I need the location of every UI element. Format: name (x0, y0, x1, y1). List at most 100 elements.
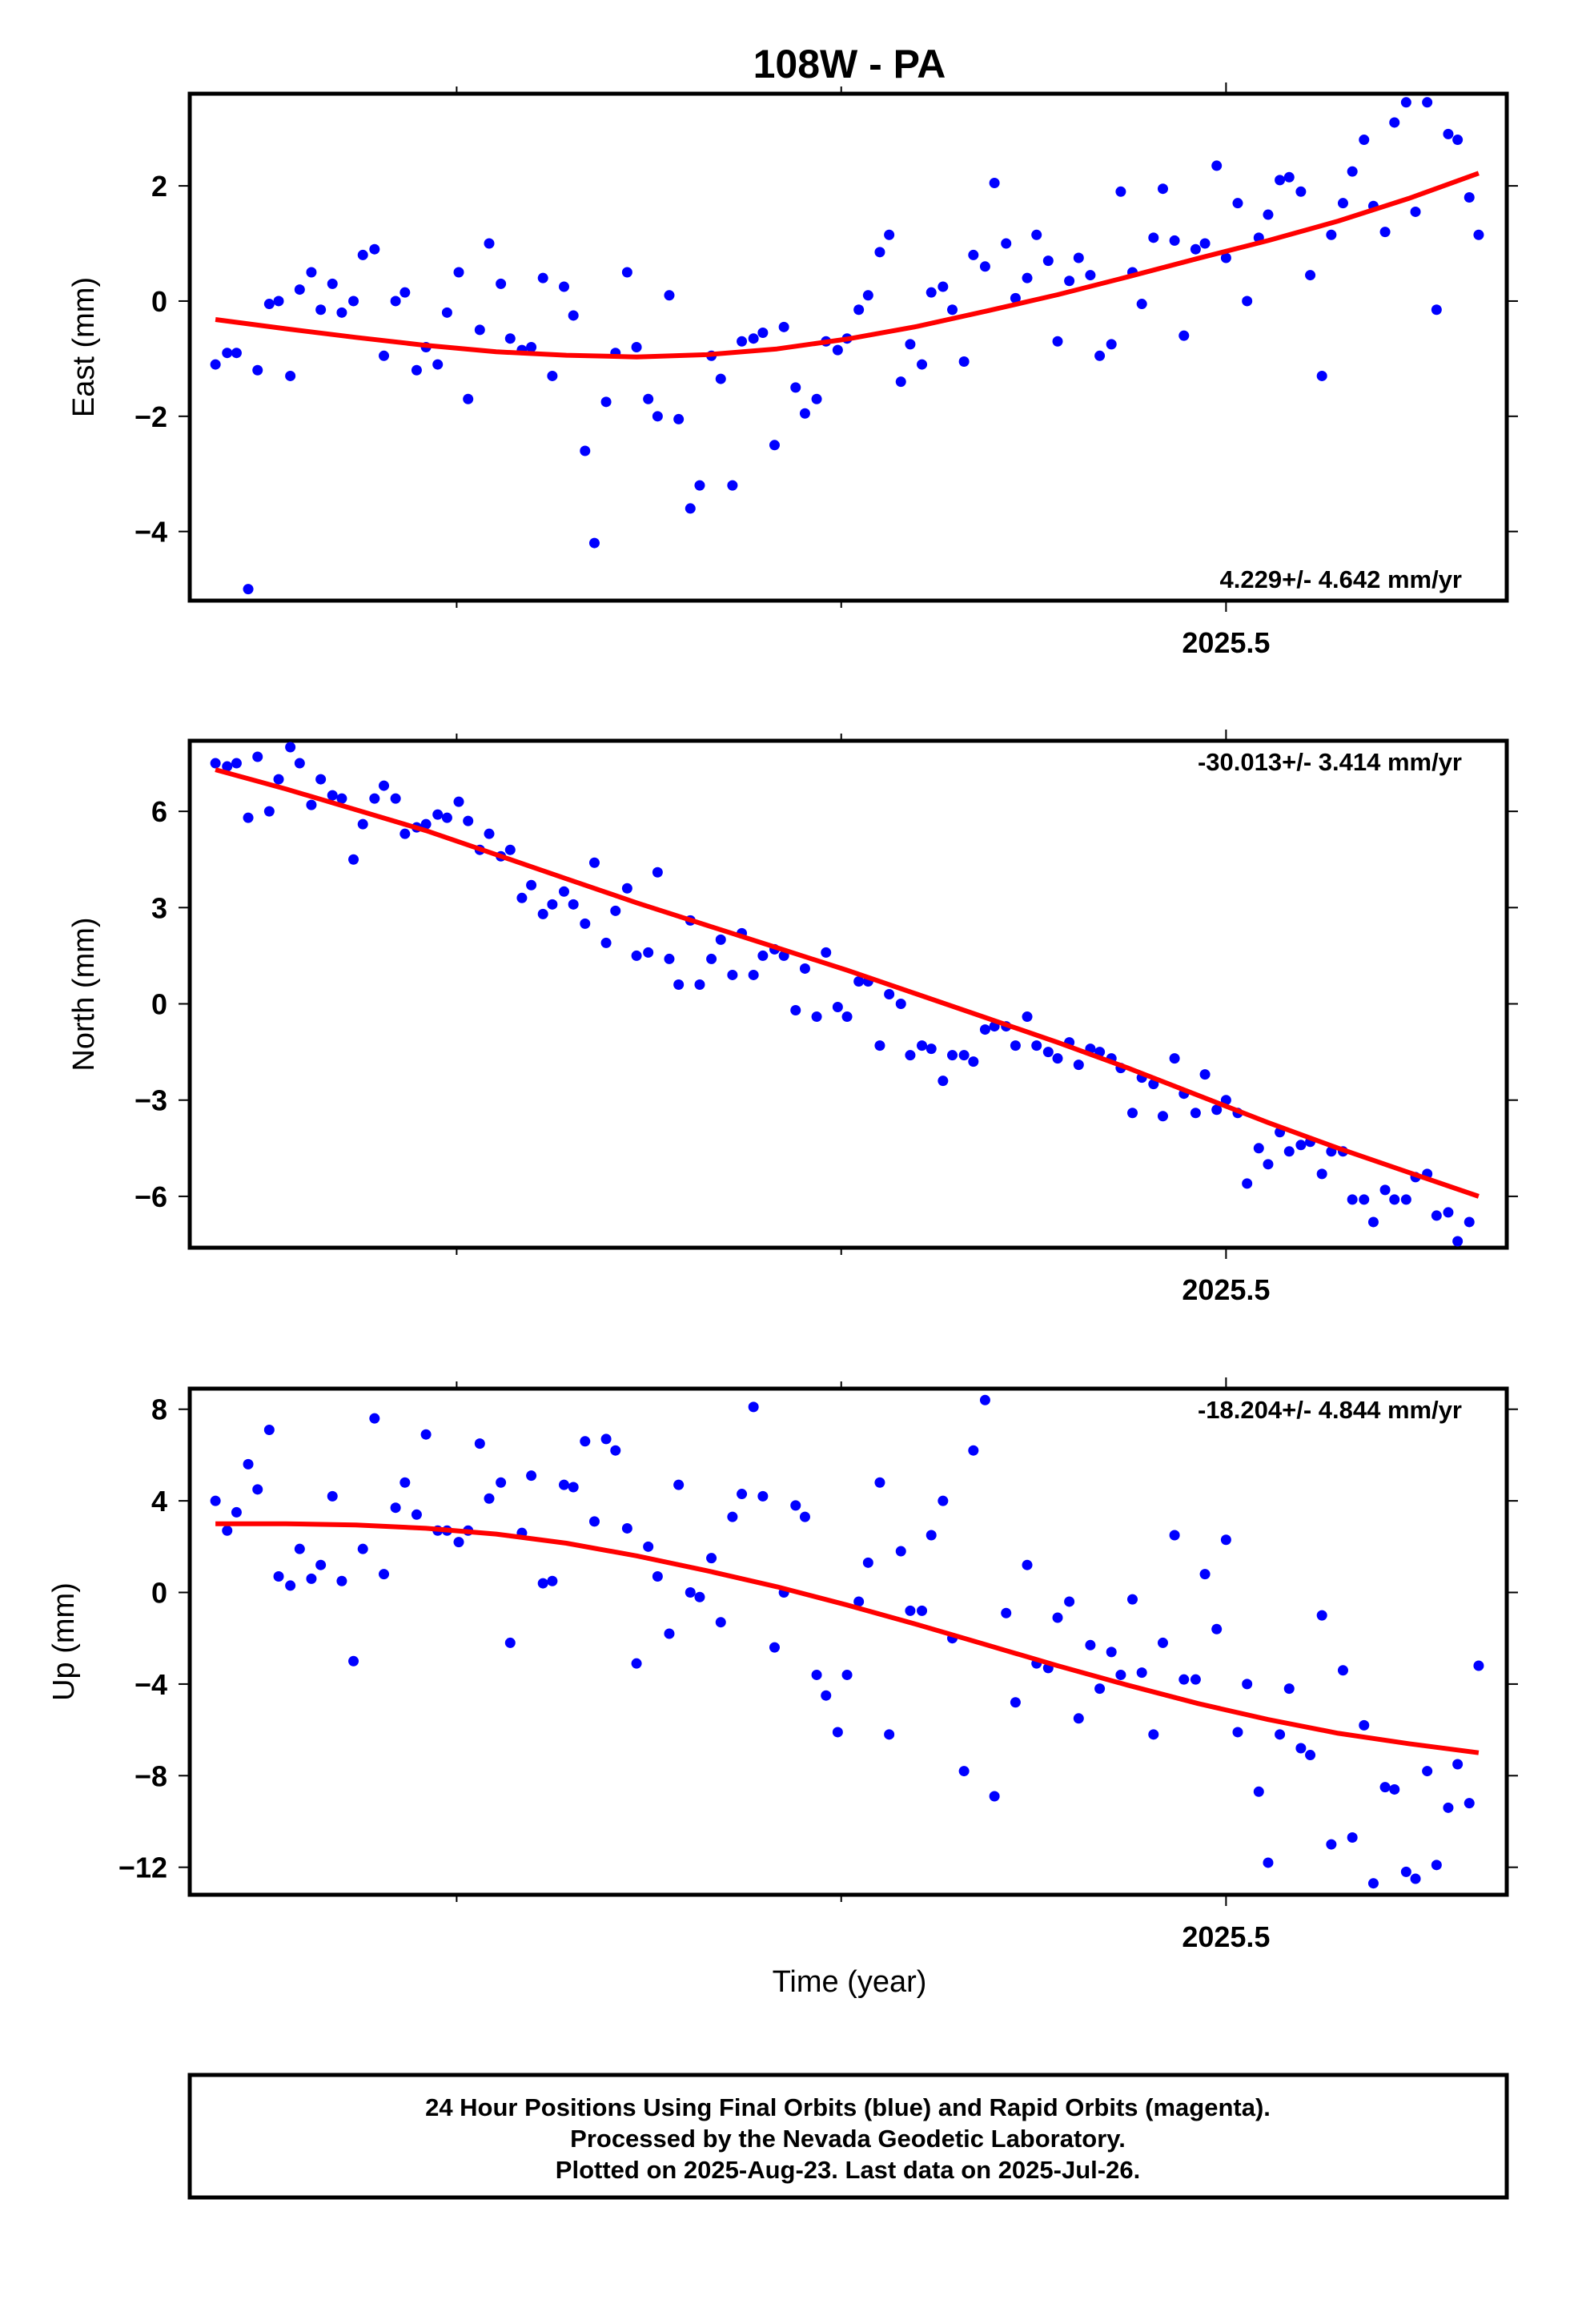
up-data-point (243, 1458, 254, 1470)
east-data-point (1022, 272, 1033, 283)
caption-line-1: 24 Hour Positions Using Final Orbits (bl… (425, 2093, 1271, 2121)
up-data-point (1106, 1647, 1117, 1658)
east-data-point (905, 339, 916, 350)
up-data-point (917, 1605, 928, 1616)
north-data-point (231, 758, 242, 769)
north-plot-frame (187, 738, 1509, 1250)
up-data-point (285, 1580, 296, 1591)
up-data-point (821, 1690, 832, 1701)
up-data-point (685, 1587, 696, 1598)
east-data-point (453, 267, 464, 278)
x-axis-label: Time (year) (773, 1965, 927, 1999)
east-data-point (1031, 229, 1042, 240)
north-data-point (917, 1040, 928, 1051)
north-data-point (463, 815, 474, 826)
east-data-point (1337, 198, 1348, 209)
up-data-point (1379, 1782, 1391, 1793)
east-data-point (1410, 206, 1421, 217)
up-y-axis-label: Up (mm) (47, 1582, 81, 1701)
north-data-point (294, 758, 305, 769)
up-data-point (769, 1642, 780, 1653)
up-data-point (1022, 1559, 1033, 1570)
east-data-point (273, 296, 284, 307)
up-data-point (357, 1543, 368, 1554)
up-data-point (1295, 1743, 1307, 1754)
east-data-point (694, 480, 705, 491)
north-data-point (790, 1005, 801, 1016)
east-data-point (463, 393, 474, 404)
north-data-point (357, 818, 368, 830)
east-data-point (643, 393, 654, 404)
up-data-point (874, 1477, 885, 1488)
east-data-point (1431, 304, 1442, 316)
up-data-point (737, 1489, 748, 1500)
east-data-point (621, 267, 632, 278)
up-data-point (1242, 1679, 1253, 1690)
east-data-point (1400, 97, 1411, 108)
north-data-point (1400, 1194, 1411, 1205)
up-data-point (1263, 1857, 1274, 1868)
east-data-point (1042, 255, 1054, 267)
east-data-point (1220, 252, 1231, 263)
up-data-point (327, 1490, 338, 1502)
north-data-point (222, 761, 233, 772)
north-data-point (1431, 1210, 1442, 1221)
chart-title: 108W - PA (753, 42, 946, 86)
east-plot-frame (187, 91, 1509, 603)
north-data-point (1452, 1236, 1464, 1247)
up-plot-area (210, 1394, 1484, 1889)
up-data-point (1326, 1839, 1337, 1850)
north-data-point (643, 947, 654, 958)
east-data-point (1211, 160, 1223, 171)
up-data-point (706, 1553, 717, 1564)
north-rate-label: -30.013+/- 3.414 mm/yr (1198, 748, 1462, 776)
up-data-point (1127, 1594, 1138, 1605)
east-data-point (547, 370, 558, 381)
north-data-point (621, 883, 632, 894)
east-fit-line (215, 171, 1480, 360)
up-data-point (484, 1493, 495, 1504)
east-data-point (769, 440, 780, 451)
up-data-point (652, 1570, 663, 1582)
up-data-point (1452, 1759, 1464, 1770)
caption-frame (187, 2073, 1509, 2200)
north-data-point (1199, 1069, 1211, 1080)
up-data-point (1410, 1873, 1421, 1884)
north-data-point (947, 1050, 958, 1061)
up-data-point (968, 1445, 979, 1456)
north-data-point (811, 1011, 822, 1023)
up-data-point (1094, 1683, 1106, 1695)
up-data-point (853, 1596, 865, 1607)
east-data-point (252, 364, 263, 376)
east-ytick-label: 0 (151, 285, 167, 318)
east-data-point (537, 272, 548, 283)
north-data-point (968, 1056, 979, 1068)
up-data-point (420, 1429, 432, 1440)
up-data-point (1001, 1607, 1012, 1618)
up-data-point (1136, 1667, 1147, 1679)
up-data-point (1347, 1832, 1358, 1844)
up-data-point (600, 1433, 612, 1445)
up-data-point (862, 1557, 873, 1568)
east-data-point (306, 267, 317, 278)
east-data-point (1178, 330, 1190, 341)
up-plot-frame (187, 1386, 1509, 1897)
east-data-point (652, 411, 663, 422)
up-data-point (294, 1543, 305, 1554)
east-ytick-label: −2 (135, 400, 167, 433)
east-data-point (1001, 238, 1012, 249)
up-data-point (1283, 1683, 1295, 1695)
north-data-point (884, 989, 895, 999)
east-data-point (1473, 229, 1484, 240)
east-data-point (1283, 171, 1295, 183)
north-data-point (558, 886, 569, 897)
east-data-point (1389, 117, 1400, 128)
north-data-point (369, 793, 380, 804)
north-data-point (895, 999, 906, 1010)
north-data-point (874, 1040, 885, 1051)
up-data-point (1464, 1798, 1475, 1809)
up-ytick-label: 4 (151, 1485, 167, 1518)
up-data-point (1190, 1674, 1201, 1685)
up-data-point (1253, 1786, 1264, 1797)
north-data-point (799, 963, 810, 974)
